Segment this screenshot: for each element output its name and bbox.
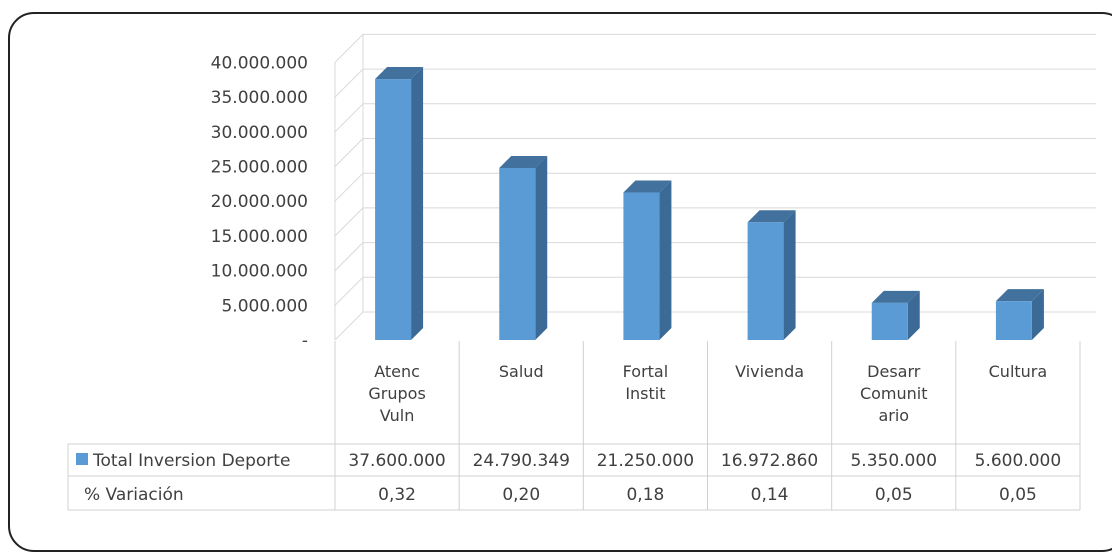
bar-top xyxy=(871,290,920,303)
gridline-side xyxy=(334,276,364,306)
bar-side xyxy=(1031,289,1044,340)
bar-side xyxy=(411,67,424,340)
bar xyxy=(499,167,536,340)
table-cell: 24.790.349 xyxy=(473,451,570,471)
category-label: Grupos xyxy=(368,384,425,403)
table-cell: 37.600.000 xyxy=(348,451,445,471)
y-tick-label: 40.000.000 xyxy=(211,53,308,73)
y-tick-label: 10.000.000 xyxy=(211,262,308,282)
table-cell: 0,18 xyxy=(626,485,664,505)
gridline-side xyxy=(334,207,364,237)
gridline-side xyxy=(334,311,364,341)
gridline-side xyxy=(334,34,364,63)
row-label: % Variación xyxy=(84,485,184,505)
row-label: Total Inversion Deporte xyxy=(92,451,290,471)
bar-side xyxy=(783,210,796,340)
bar-side xyxy=(659,180,672,340)
bar-top xyxy=(747,210,796,223)
gridline-side xyxy=(334,103,364,133)
y-tick-label: 15.000.000 xyxy=(211,227,308,247)
bar-side xyxy=(907,290,920,340)
category-label: Cultura xyxy=(989,362,1048,381)
gridline-side xyxy=(334,138,364,167)
table-cell: 5.600.000 xyxy=(975,451,1062,471)
category-label: Atenc xyxy=(374,362,420,381)
category-label: Vivienda xyxy=(735,362,804,381)
category-label: Salud xyxy=(499,362,544,381)
bar-top xyxy=(375,67,424,80)
bar-chart-3d: - 5.000.000 10.000.000 15.000.000 20.000.000… xyxy=(67,33,1096,511)
gridline-side xyxy=(334,172,364,202)
table-cell: 0,14 xyxy=(751,485,789,505)
bar-top xyxy=(499,155,548,168)
legend-swatch xyxy=(76,453,88,465)
chart-frame xyxy=(8,12,1112,552)
category-label: Desarr xyxy=(867,362,921,381)
y-tick-label: 5.000.000 xyxy=(221,296,308,316)
category-label: Vuln xyxy=(380,406,415,425)
bar xyxy=(623,192,660,340)
category-label: Instit xyxy=(625,384,665,403)
bar-side xyxy=(535,155,548,340)
bar-top xyxy=(623,180,672,193)
bar-top xyxy=(995,289,1044,302)
table-cell: 16.972.860 xyxy=(721,451,818,471)
table-cell: 5.350.000 xyxy=(850,451,937,471)
y-tick-label: 35.000.000 xyxy=(211,88,308,108)
category-label: Comunit xyxy=(860,384,928,403)
table-cell: 0,32 xyxy=(378,485,416,505)
bar xyxy=(871,302,908,340)
y-tick-label: 20.000.000 xyxy=(211,192,308,212)
gridline-side xyxy=(334,242,364,271)
bar xyxy=(375,79,412,340)
y-tick-label: 30.000.000 xyxy=(211,123,308,143)
gridline-side xyxy=(334,68,364,98)
y-tick-label: 25.000.000 xyxy=(211,158,308,178)
y-tick-label: - xyxy=(302,331,308,351)
bar xyxy=(995,301,1032,340)
table-cell: 0,05 xyxy=(999,485,1037,505)
bar xyxy=(747,222,784,340)
table-cell: 21.250.000 xyxy=(597,451,694,471)
table-cell: 0,20 xyxy=(502,485,540,505)
table-cell: 0,05 xyxy=(875,485,913,505)
category-label: ario xyxy=(878,406,909,425)
category-label: Fortal xyxy=(623,362,669,381)
